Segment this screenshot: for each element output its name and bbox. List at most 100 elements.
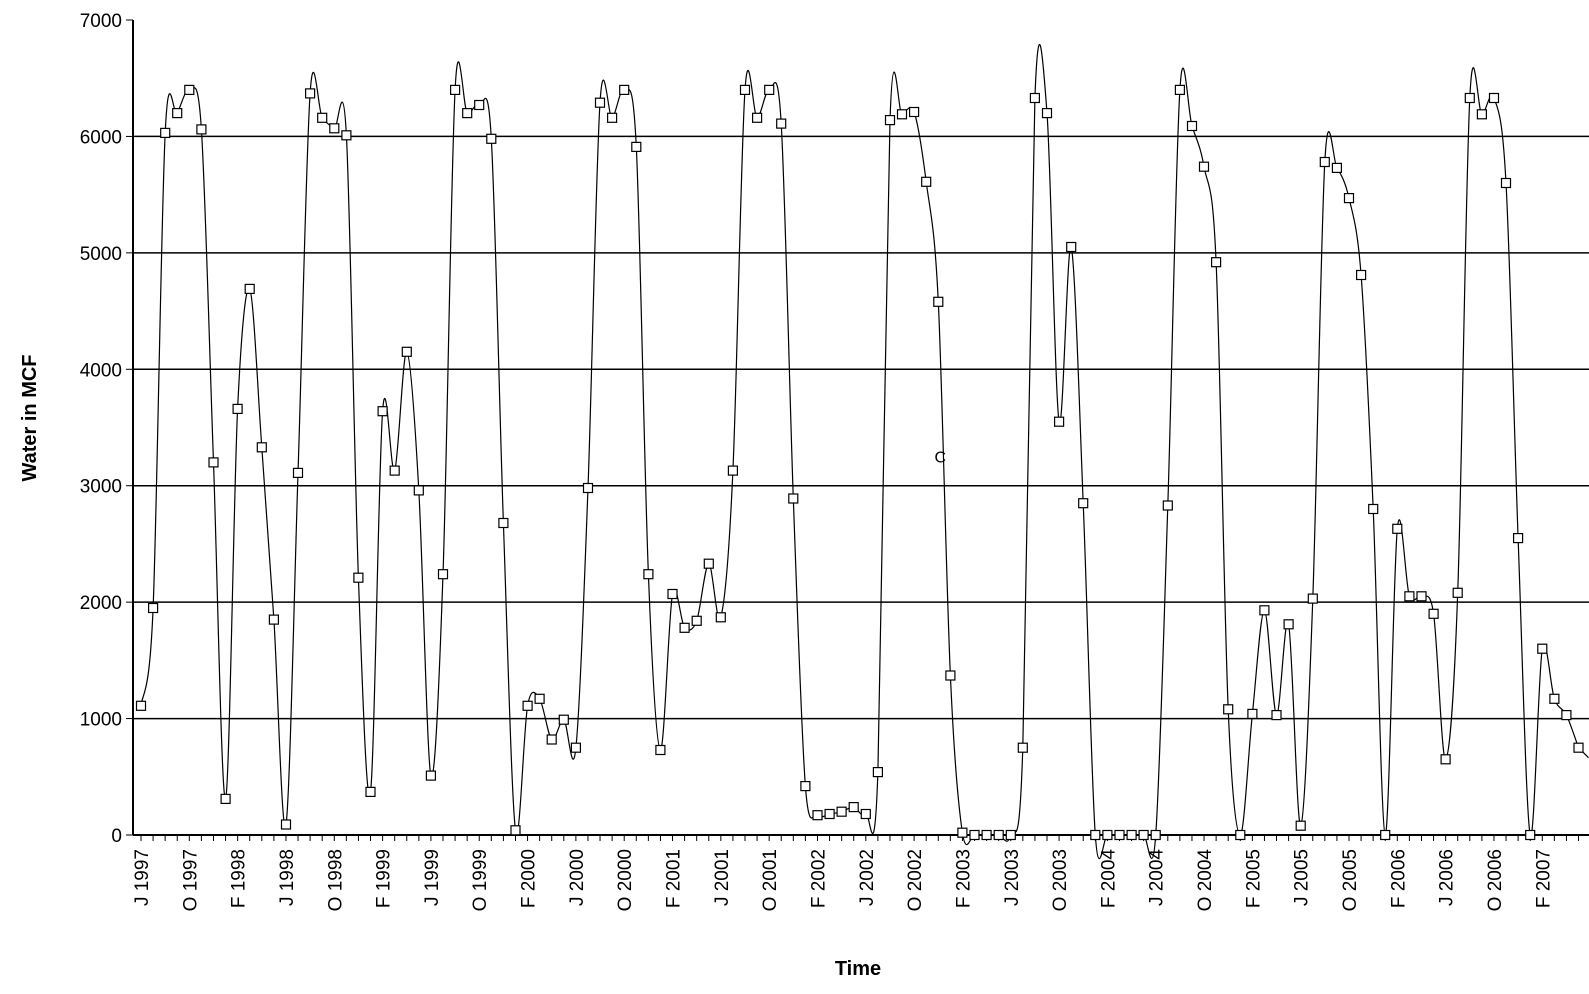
- data-point: [1525, 829, 1536, 841]
- data-point: [933, 296, 944, 307]
- data-point: [474, 99, 485, 111]
- x-tick-label: J 1999: [422, 849, 443, 906]
- data-point: [1331, 162, 1343, 173]
- data-point: [377, 406, 388, 417]
- series-line: [140, 43, 1589, 860]
- data-point: [425, 770, 436, 781]
- y-ticks: 0 1000 2000 3000 4000 5000 6000 7000: [80, 11, 133, 847]
- data-point: [1488, 92, 1500, 104]
- data-point: [727, 465, 739, 476]
- data-point: [148, 602, 159, 614]
- data-point: [957, 827, 968, 838]
- x-tick-label: F 2002: [808, 849, 829, 908]
- x-tick-label: O 1997: [180, 849, 201, 911]
- data-point: [993, 829, 1004, 841]
- data-point: [812, 810, 823, 821]
- data-point: [389, 465, 400, 476]
- x-axis-title: Time: [835, 958, 881, 980]
- data-point: [776, 118, 787, 129]
- y-tick-label: 1000: [80, 710, 122, 731]
- data-point: [220, 793, 231, 805]
- data-point: [619, 84, 630, 96]
- x-tick-label: F 1998: [229, 849, 250, 908]
- data-point: [1041, 107, 1053, 119]
- y-tick-label: 2000: [80, 593, 122, 614]
- data-point: [800, 780, 811, 792]
- data-point: [292, 467, 304, 478]
- axes: [132, 20, 1589, 836]
- x-tick-label: F 2005: [1243, 849, 1264, 908]
- data-point: [872, 766, 884, 778]
- annotation-label: C: [934, 450, 946, 467]
- data-point: [172, 107, 183, 119]
- data-point: [1428, 608, 1439, 619]
- series: [140, 43, 1589, 860]
- data-point: [981, 829, 992, 841]
- data-point: [160, 127, 171, 138]
- data-point: [824, 808, 835, 820]
- data-point: [401, 346, 412, 357]
- x-tick-label: F 2000: [519, 849, 540, 908]
- data-point: [643, 569, 654, 580]
- data-point: [848, 801, 859, 813]
- data-point: [594, 97, 606, 108]
- x-tick-label: F 1999: [374, 849, 395, 908]
- data-point: [1271, 709, 1282, 721]
- data-point: [679, 622, 690, 633]
- x-tick-label: J 1997: [132, 849, 153, 906]
- data-point: [462, 107, 473, 119]
- data-point: [1537, 643, 1548, 654]
- x-ticks: J 1997 O 1997 F 1998 J 1998 O 1998 F 1999 J 19…: [132, 835, 1580, 912]
- data-point: [135, 700, 147, 711]
- data-point: [534, 693, 545, 704]
- data-point: [631, 141, 642, 152]
- data-point: [353, 572, 364, 583]
- data-point: [1138, 829, 1149, 841]
- data-point: [1392, 523, 1403, 534]
- data-point: [232, 403, 243, 414]
- data-point: [341, 130, 352, 141]
- data-point: [1295, 820, 1306, 831]
- y-tick-label: 4000: [80, 360, 122, 381]
- data-point: [703, 558, 714, 569]
- data-point: [969, 829, 980, 841]
- x-tick-label: O 1999: [470, 849, 491, 911]
- x-tick-label: J 2002: [857, 849, 878, 906]
- data-point: [1368, 503, 1379, 515]
- y-axis-title: Water in MCF: [19, 354, 41, 481]
- data-point: [268, 614, 279, 625]
- data-point: [1053, 416, 1065, 427]
- data-point: [305, 88, 316, 99]
- data-point: [1512, 532, 1524, 544]
- data-point: [486, 133, 497, 144]
- x-tick-label: F 2006: [1388, 849, 1409, 908]
- data-point: [196, 124, 207, 135]
- data-point: [1102, 829, 1113, 841]
- data-point: [1464, 92, 1475, 104]
- data-point: [582, 482, 594, 494]
- y-tick-label: 7000: [80, 11, 122, 32]
- x-tick-label: J 2000: [567, 849, 588, 906]
- data-point: [1343, 193, 1355, 204]
- x-tick-label: O 2003: [1050, 849, 1071, 911]
- data-point: [921, 176, 932, 187]
- annotations: C: [934, 450, 946, 467]
- data-point: [244, 283, 255, 294]
- data-point: [365, 786, 376, 798]
- x-tick-label: O 2000: [615, 849, 636, 911]
- gridlines: [133, 135, 1589, 720]
- data-point: [1440, 754, 1451, 765]
- x-tick-label: J 2006: [1437, 849, 1458, 906]
- data-point: [764, 84, 775, 96]
- data-point: [522, 700, 533, 711]
- data-point: [256, 442, 267, 453]
- x-tick-label: J 2003: [1002, 849, 1023, 906]
- data-point: [1247, 708, 1258, 720]
- data-point: [908, 106, 920, 118]
- data-point: [1162, 500, 1173, 511]
- x-tick-label: O 2004: [1195, 849, 1216, 912]
- x-tick-label: O 2001: [760, 849, 781, 911]
- data-point: [450, 84, 461, 96]
- data-point: [1114, 829, 1125, 841]
